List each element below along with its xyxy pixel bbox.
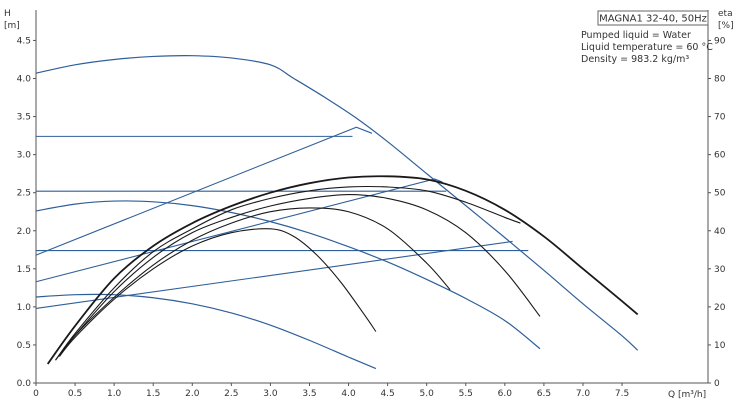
x-tick-label: 5.5 [459, 389, 473, 399]
info-pumped-liquid: Pumped liquid = Water [581, 30, 691, 41]
y-right-tick-label: 10 [714, 341, 726, 351]
x-tick-label: 3.5 [302, 389, 316, 399]
y-right-label-unit: [%] [718, 21, 734, 31]
y-left-tick-label: 1.5 [17, 265, 31, 275]
y-left-tick-label: 0.5 [17, 341, 31, 351]
y-left-tick-label: 4.5 [17, 36, 31, 46]
y-left-tick-label: 1.0 [17, 303, 32, 313]
efficiency-curve [59, 228, 377, 357]
series-group [35, 54, 639, 370]
y-left-label-symbol: H [4, 9, 11, 19]
x-tick-label: 6.0 [498, 389, 513, 399]
x-tick-label: 1.0 [107, 389, 122, 399]
x-tick-label: 7.5 [615, 389, 629, 399]
y-left-tick-label: 0.0 [17, 379, 32, 389]
y-left-tick-label: 3.5 [17, 113, 31, 123]
efficiency-curve [55, 185, 521, 361]
y-left-label-unit: [m] [4, 21, 20, 31]
proportional-head-line [35, 126, 373, 256]
y-right-tick-label: 60 [714, 151, 726, 161]
x-tick-label: 4.0 [341, 389, 356, 399]
y-left-tick-label: 2.5 [17, 189, 31, 199]
y-left-tick-label: 4.0 [17, 75, 32, 85]
head-curve [35, 200, 541, 350]
x-tick-label: 7.0 [576, 389, 591, 399]
x-tick-label: 5.0 [420, 389, 435, 399]
efficiency-curve [46, 175, 639, 365]
y-right-tick-label: 0 [714, 379, 720, 389]
y-right-tick-label: 20 [714, 303, 726, 313]
head-curve [35, 54, 639, 351]
x-tick-label: 6.5 [537, 389, 551, 399]
y-right-tick-label: 90 [714, 36, 726, 46]
y-right-tick-label: 80 [714, 75, 726, 85]
axes-group: 0 0.5 1.0 1.5 2.0 2.5 3.0 3.5 4.0 4.5 5.0 5.5 6.0 6.5… [17, 10, 726, 399]
efficiency-curve [55, 194, 541, 361]
head-curve [35, 293, 377, 370]
x-tick-label: 1.5 [146, 389, 160, 399]
x-tick-label: 2.5 [224, 389, 238, 399]
x-tick-label: 3.0 [263, 389, 278, 399]
y-right-label-symbol: eta [718, 9, 733, 19]
proportional-head-line [35, 178, 443, 283]
info-density: Density = 983.2 kg/m³ [581, 54, 689, 65]
y-left-tick-label: 3.0 [17, 151, 32, 161]
x-tick-label: 0 [33, 389, 39, 399]
y-right-tick-label: 30 [714, 265, 726, 275]
x-axis-label: Q [m³/h] [668, 390, 706, 400]
x-tick-label: 2.0 [185, 389, 200, 399]
y-right-tick-label: 40 [714, 227, 726, 237]
y-right-tick-label: 50 [714, 189, 726, 199]
y-left-tick-label: 2.0 [17, 227, 32, 237]
legend-box: MAGNA1 32-40, 50Hz Pumped liquid = Water… [581, 10, 713, 65]
x-tick-label: 4.5 [380, 389, 394, 399]
info-liquid-temperature: Liquid temperature = 60 °C [581, 42, 713, 53]
efficiency-curve [58, 207, 451, 357]
y-right-tick-label: 70 [714, 113, 726, 123]
chart-title: MAGNA1 32-40, 50Hz [599, 14, 707, 25]
x-tick-label: 0.5 [68, 389, 82, 399]
proportional-head-line [35, 240, 513, 309]
title-frame [597, 10, 709, 26]
